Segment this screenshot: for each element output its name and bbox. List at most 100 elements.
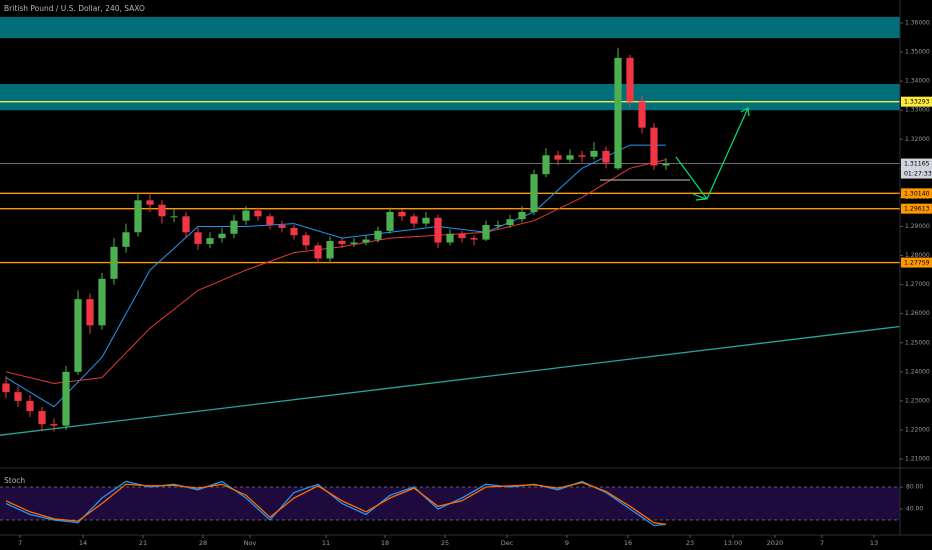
stoch-line bbox=[5, 480, 667, 527]
y-tick-label: 1.25000 bbox=[905, 339, 930, 346]
zones bbox=[0, 16, 900, 520]
candle-body bbox=[110, 246, 118, 279]
candle-body bbox=[590, 150, 598, 157]
y-tick-label: 1.36000 bbox=[905, 19, 930, 26]
arrow-head bbox=[740, 107, 750, 117]
x-tick-label: 25 bbox=[441, 539, 449, 547]
candle-body bbox=[410, 216, 418, 224]
candle-body bbox=[122, 232, 130, 247]
y-tick-label: 1.24000 bbox=[905, 368, 930, 375]
y-tick-label: 1.32000 bbox=[905, 136, 930, 143]
level-label-bg bbox=[901, 203, 932, 214]
level-label: 1.30140 bbox=[904, 190, 930, 197]
candle-body bbox=[362, 239, 370, 243]
x-tick-label: 16 bbox=[624, 539, 632, 547]
trendline bbox=[0, 325, 901, 436]
candle-body bbox=[98, 278, 106, 326]
y-tick-label: 1.29000 bbox=[905, 223, 930, 230]
last-price-label: 1.31165 bbox=[904, 161, 930, 168]
candle-body bbox=[74, 299, 82, 372]
axis-labels: 1.21000 1.22000 1.23000 1.24000 1.25000 1.260… bbox=[18, 19, 932, 547]
candle-body bbox=[470, 238, 478, 240]
candle-body bbox=[626, 57, 634, 102]
annotations bbox=[600, 107, 750, 201]
candle-body bbox=[338, 241, 346, 244]
y-tick-label: 1.33000 bbox=[905, 107, 930, 114]
candle-body bbox=[530, 174, 538, 212]
candle-body bbox=[146, 200, 154, 205]
candle-body bbox=[326, 241, 334, 259]
candle-body bbox=[638, 101, 646, 128]
candle-body bbox=[314, 245, 322, 259]
last-price-bg bbox=[901, 158, 932, 179]
indicator-title: Stoch bbox=[4, 476, 25, 485]
countdown-label: 01:27:33 bbox=[904, 171, 932, 178]
stoch-line bbox=[5, 481, 667, 526]
x-tick-label: 23 bbox=[686, 539, 694, 547]
projection-arrow bbox=[675, 107, 749, 201]
moving-average bbox=[5, 144, 666, 408]
candle-body bbox=[374, 230, 382, 240]
x-tick-label: 11 bbox=[322, 539, 330, 547]
candle-body bbox=[266, 216, 274, 226]
x-tick-label: 7 bbox=[18, 539, 22, 547]
candle-body bbox=[86, 299, 94, 326]
level-label-bg bbox=[901, 96, 932, 107]
x-tick-label: 7 bbox=[820, 539, 824, 547]
candle-body bbox=[350, 242, 358, 244]
x-tick-label: Dec bbox=[501, 539, 514, 547]
x-tick-label: 13:00 bbox=[724, 539, 743, 547]
candle-body bbox=[506, 219, 514, 226]
candle-body bbox=[494, 225, 502, 227]
candle-body bbox=[182, 216, 190, 233]
x-tick-label: 2020 bbox=[767, 539, 784, 547]
candle-body bbox=[518, 211, 526, 220]
candle-body bbox=[422, 217, 430, 224]
candle-body bbox=[38, 411, 46, 425]
y-tick-label: 1.22000 bbox=[905, 426, 930, 433]
x-tick-label: 14 bbox=[79, 539, 87, 547]
candle-body bbox=[554, 155, 562, 160]
candle-body bbox=[302, 235, 310, 246]
candle-body bbox=[158, 204, 166, 217]
candle-body bbox=[278, 225, 286, 228]
y-tick-label: 1.23000 bbox=[905, 397, 930, 404]
arrow-head bbox=[692, 193, 707, 201]
y-tick-label: 1.35000 bbox=[905, 49, 930, 56]
y-tick-label: 1.28000 bbox=[905, 252, 930, 259]
x-tick-label: Nov bbox=[244, 539, 257, 547]
stoch-tick-label: 80.00 bbox=[906, 484, 923, 491]
candle-body bbox=[14, 392, 22, 401]
candle-body bbox=[446, 233, 454, 243]
x-tick-label: 28 bbox=[199, 539, 207, 547]
x-tick-label: 21 bbox=[139, 539, 147, 547]
zone bbox=[0, 84, 900, 111]
candle-body bbox=[566, 155, 574, 160]
stoch-tick-label: 40.00 bbox=[906, 506, 923, 513]
y-tick-label: 1.34000 bbox=[905, 78, 930, 85]
candle-body bbox=[482, 225, 490, 240]
candle-body bbox=[650, 127, 658, 166]
candle-body bbox=[398, 211, 406, 217]
y-tick-label: 1.21000 bbox=[905, 456, 930, 463]
candle-body bbox=[602, 150, 610, 163]
level-label: 1.27759 bbox=[904, 260, 930, 267]
zone bbox=[0, 16, 900, 39]
candle-body bbox=[194, 232, 202, 244]
candle-body bbox=[26, 400, 34, 412]
candle-body bbox=[290, 227, 298, 236]
candle-body bbox=[50, 424, 58, 426]
candle-body bbox=[218, 233, 226, 239]
candle-body bbox=[134, 200, 142, 233]
candle-body bbox=[254, 210, 262, 217]
candle-body bbox=[170, 216, 178, 218]
level-label-bg bbox=[901, 188, 932, 199]
candle-body bbox=[542, 155, 550, 175]
y-tick-label: 1.26000 bbox=[905, 310, 930, 317]
plot bbox=[0, 47, 901, 527]
candle-body bbox=[386, 211, 394, 231]
candle-body bbox=[578, 155, 586, 157]
price-axis bbox=[900, 0, 932, 550]
x-tick-label: 9 bbox=[565, 539, 569, 547]
